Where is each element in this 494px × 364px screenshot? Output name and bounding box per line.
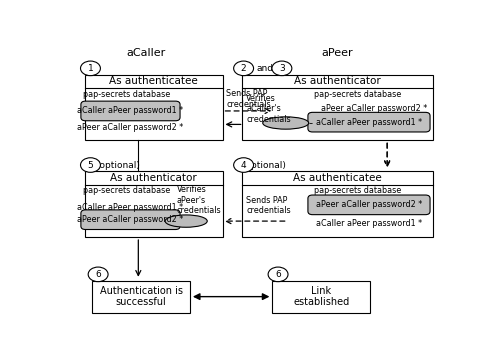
- FancyBboxPatch shape: [92, 281, 190, 313]
- Text: aPeer aCaller password2 *: aPeer aCaller password2 *: [78, 215, 184, 224]
- Circle shape: [81, 158, 100, 172]
- Text: aCaller aPeer password1 *: aCaller aPeer password1 *: [316, 219, 422, 228]
- Circle shape: [234, 61, 253, 76]
- Circle shape: [268, 267, 288, 282]
- FancyBboxPatch shape: [81, 210, 180, 230]
- FancyBboxPatch shape: [81, 101, 180, 121]
- Text: aCaller aPeer password1 *: aCaller aPeer password1 *: [78, 203, 184, 212]
- FancyBboxPatch shape: [308, 195, 430, 215]
- Text: pap-secrets database: pap-secrets database: [314, 186, 402, 195]
- Text: Sends PAP
credentials: Sends PAP credentials: [247, 196, 291, 215]
- Text: aCaller aPeer password1 *: aCaller aPeer password1 *: [316, 118, 422, 127]
- Text: Verifies
aCaller's
credentials: Verifies aCaller's credentials: [247, 94, 291, 124]
- Text: Authentication is
successful: Authentication is successful: [100, 286, 183, 308]
- FancyBboxPatch shape: [242, 171, 433, 237]
- Text: aPeer: aPeer: [322, 48, 353, 59]
- Text: pap-secrets database: pap-secrets database: [83, 90, 170, 99]
- FancyBboxPatch shape: [85, 171, 222, 237]
- Text: As authenticatee: As authenticatee: [109, 76, 198, 86]
- FancyBboxPatch shape: [308, 112, 430, 132]
- Text: As authenticator: As authenticator: [110, 173, 197, 183]
- Circle shape: [272, 61, 292, 76]
- Text: As authenticatee: As authenticatee: [293, 173, 382, 183]
- Text: aPeer aCaller password2 *: aPeer aCaller password2 *: [321, 104, 427, 114]
- Text: (optional): (optional): [243, 161, 287, 170]
- Text: Sends PAP
credentials: Sends PAP credentials: [226, 90, 271, 109]
- Text: 4: 4: [241, 161, 247, 170]
- Text: aCaller aPeer password1 *: aCaller aPeer password1 *: [78, 106, 184, 115]
- Circle shape: [234, 158, 253, 172]
- FancyBboxPatch shape: [242, 75, 433, 141]
- Text: 2: 2: [241, 64, 247, 73]
- Text: As authenticator: As authenticator: [294, 76, 381, 86]
- Text: 6: 6: [275, 270, 281, 279]
- Text: aPeer aCaller password2 *: aPeer aCaller password2 *: [78, 123, 184, 132]
- Text: pap-secrets database: pap-secrets database: [314, 90, 402, 99]
- Ellipse shape: [165, 215, 207, 227]
- Text: pap-secrets database: pap-secrets database: [83, 186, 170, 195]
- FancyBboxPatch shape: [85, 75, 222, 141]
- Text: 5: 5: [87, 161, 93, 170]
- Text: aCaller: aCaller: [126, 48, 165, 59]
- Text: and: and: [256, 64, 273, 73]
- Text: Verifies
aPeer's
credentials: Verifies aPeer's credentials: [177, 185, 221, 215]
- Text: Link
established: Link established: [293, 286, 349, 308]
- Text: 3: 3: [279, 64, 285, 73]
- FancyBboxPatch shape: [272, 281, 370, 313]
- Text: (optional): (optional): [96, 161, 140, 170]
- Text: aPeer aCaller password2 *: aPeer aCaller password2 *: [316, 200, 422, 209]
- Text: 6: 6: [95, 270, 101, 279]
- Text: 1: 1: [87, 64, 93, 73]
- Circle shape: [81, 61, 100, 76]
- Ellipse shape: [263, 117, 309, 129]
- Circle shape: [88, 267, 108, 282]
